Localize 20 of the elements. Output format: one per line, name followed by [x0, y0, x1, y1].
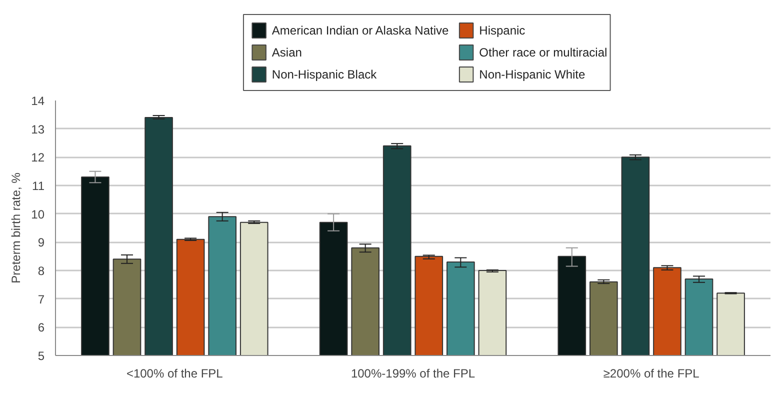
y-tick-label: 14	[31, 94, 45, 108]
legend-label: Asian	[272, 46, 302, 60]
y-tick-label: 5	[38, 349, 45, 363]
legend-label: Other race or multiracial	[479, 46, 608, 60]
legend-label: American Indian or Alaska Native	[272, 24, 449, 38]
y-tick-label: 11	[32, 179, 45, 193]
y-tick-label: 6	[38, 320, 45, 335]
y-tick-label: 7	[38, 292, 45, 306]
x-tick-label: <100% of the FPL	[126, 366, 224, 380]
y-tick-label: 13	[31, 122, 45, 136]
x-tick-label: ≥200% of the FPL	[603, 366, 700, 380]
x-tick-label: 100%-199% of the FPL	[350, 366, 476, 380]
legend-label: Non-Hispanic Black	[272, 68, 378, 82]
legend-label: Non-Hispanic White	[479, 68, 586, 82]
legend-label: Hispanic	[479, 24, 526, 38]
y-tick-label: 9	[38, 236, 45, 250]
y-tick-label: 10	[31, 207, 45, 222]
y-axis-title: Preterm birth rate, %	[9, 172, 24, 284]
y-tick-label: 8	[38, 264, 45, 278]
y-tick-label: 12	[31, 150, 45, 165]
